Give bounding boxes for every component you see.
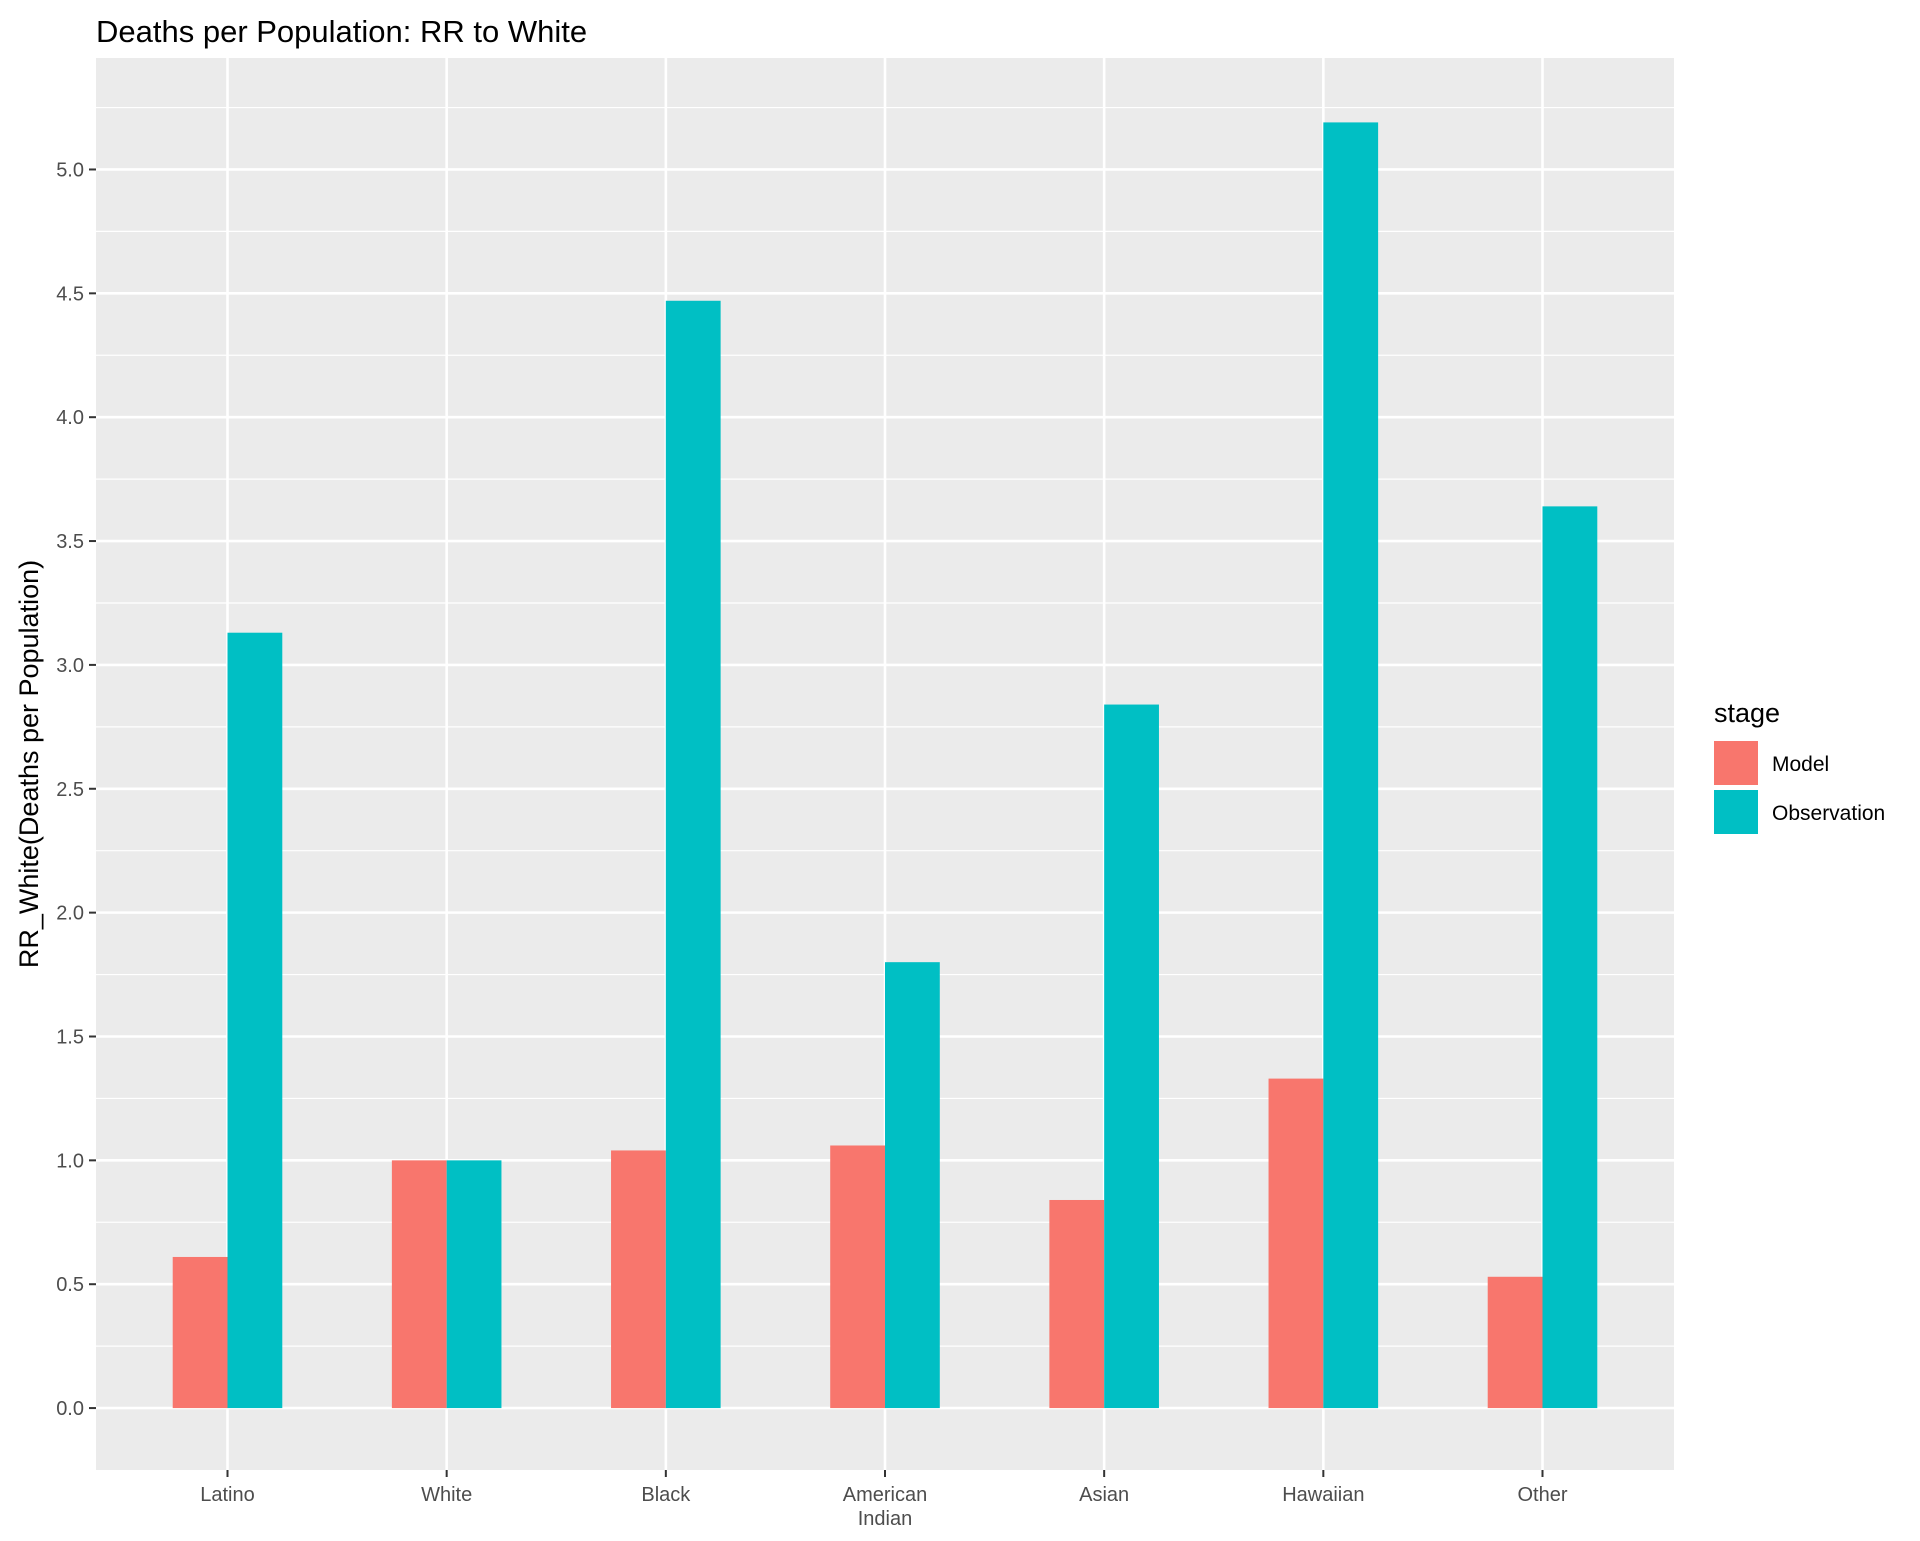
bar-model-american-indian [830,1145,885,1409]
bars [172,122,1598,1409]
y-tick-label: 2.0 [56,903,84,925]
bar-observation-latino [227,632,283,1409]
x-axis: Latino White Black American Indian Asian Hawai… [200,1470,1568,1530]
bar-model-latino [172,1256,228,1409]
legend-title: stage [1714,698,1780,728]
legend-key-model [1714,741,1758,785]
y-tick-label: 0.5 [56,1274,84,1296]
bar-model-other [1487,1276,1543,1409]
legend-label-observation: Observation [1772,802,1885,825]
x-tick-label: Black [641,1484,691,1506]
bar-model-hawaiian [1268,1078,1324,1409]
bar-observation-white [446,1160,502,1409]
x-tick-label: White [421,1484,472,1506]
y-tick-label: 2.5 [56,779,84,801]
bar-observation-black [665,300,721,1409]
x-tick-label: Other [1517,1484,1567,1506]
bar-model-black [611,1150,666,1409]
y-axis: 0.0 0.5 1.0 1.5 2.0 2.5 3.0 3.5 4.0 4.5 5.0 [56,159,96,1420]
bar-model-asian [1049,1199,1105,1409]
y-tick-label: 1.5 [56,1026,84,1048]
y-tick-label: 5.0 [56,159,84,181]
x-tick-label: American Indian [843,1484,927,1530]
y-tick-label: 4.0 [56,407,84,429]
x-tick-label: Latino [200,1484,255,1506]
bar-observation-hawaiian [1323,122,1379,1409]
x-tick-label: Asian [1079,1484,1129,1506]
legend-label-model: Model [1772,753,1829,776]
y-axis-label: RR_White(Deaths per Population) [14,560,44,968]
y-tick-label: 3.0 [56,655,84,677]
y-tick-label: 0.0 [56,1398,84,1420]
chart-title: Deaths per Population: RR to White [96,14,587,49]
bar-observation-american-indian [885,962,940,1409]
bar-model-white [391,1160,447,1409]
y-tick-label: 4.5 [56,283,84,305]
bar-observation-other [1542,506,1598,1409]
bar-observation-asian [1104,704,1159,1409]
y-tick-label: 1.0 [56,1150,84,1172]
legend: stage Model Observation [1714,698,1885,834]
legend-key-observation [1714,790,1758,834]
x-tick-label: Hawaiian [1282,1484,1364,1506]
y-tick-label: 3.5 [56,531,84,553]
